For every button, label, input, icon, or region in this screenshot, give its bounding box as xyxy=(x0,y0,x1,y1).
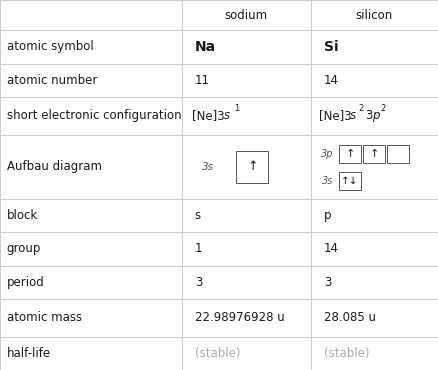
Bar xyxy=(0,232,182,266)
Text: p: p xyxy=(324,209,331,222)
Text: [Ne]3: [Ne]3 xyxy=(318,109,351,122)
Text: atomic number: atomic number xyxy=(7,74,97,87)
Bar xyxy=(0,0,182,30)
Text: sodium: sodium xyxy=(225,9,268,21)
Bar xyxy=(311,232,438,266)
Bar xyxy=(339,172,361,190)
Text: period: period xyxy=(7,276,44,289)
Text: 1: 1 xyxy=(194,242,202,255)
Text: 11: 11 xyxy=(194,74,210,87)
Bar xyxy=(387,145,410,162)
Text: 3: 3 xyxy=(194,276,202,289)
Text: 3p: 3p xyxy=(321,149,334,159)
Bar xyxy=(311,0,438,30)
Bar xyxy=(182,232,311,266)
Text: Na: Na xyxy=(194,40,216,54)
Bar xyxy=(311,30,438,64)
Text: atomic mass: atomic mass xyxy=(7,311,82,324)
Text: 22.98976928 u: 22.98976928 u xyxy=(194,311,284,324)
Bar xyxy=(311,199,438,232)
Text: 2: 2 xyxy=(380,104,385,114)
Text: Aufbau diagram: Aufbau diagram xyxy=(7,160,102,173)
Bar xyxy=(182,299,311,337)
Text: s: s xyxy=(350,109,356,122)
Text: p: p xyxy=(372,109,380,122)
Text: [Ne]3: [Ne]3 xyxy=(192,109,225,122)
Bar xyxy=(182,266,311,299)
Bar xyxy=(339,145,361,162)
Bar xyxy=(311,299,438,337)
Text: group: group xyxy=(7,242,41,255)
Bar xyxy=(311,64,438,97)
Bar xyxy=(182,97,311,135)
Bar xyxy=(311,266,438,299)
Text: ↑: ↑ xyxy=(247,160,258,173)
Text: short electronic configuration: short electronic configuration xyxy=(7,109,181,122)
Bar xyxy=(182,199,311,232)
Bar xyxy=(0,266,182,299)
Bar xyxy=(0,299,182,337)
Bar xyxy=(236,151,268,183)
Text: 3: 3 xyxy=(324,276,331,289)
Bar xyxy=(0,64,182,97)
Text: ↑: ↑ xyxy=(370,149,379,159)
Text: ↑: ↑ xyxy=(345,149,355,159)
Text: s: s xyxy=(224,109,230,122)
Bar xyxy=(0,199,182,232)
Bar xyxy=(182,30,311,64)
Text: half-life: half-life xyxy=(7,347,51,360)
Text: atomic symbol: atomic symbol xyxy=(7,40,93,53)
Bar xyxy=(182,135,311,199)
Bar xyxy=(311,337,438,370)
Text: ↑↓: ↑↓ xyxy=(341,176,359,186)
Text: 14: 14 xyxy=(324,242,339,255)
Text: 3: 3 xyxy=(365,109,372,122)
Bar xyxy=(182,337,311,370)
Text: (stable): (stable) xyxy=(324,347,369,360)
Text: s: s xyxy=(194,209,201,222)
Text: silicon: silicon xyxy=(356,9,393,21)
Text: Si: Si xyxy=(324,40,338,54)
Text: 2: 2 xyxy=(358,104,363,114)
Bar xyxy=(182,0,311,30)
Bar xyxy=(0,30,182,64)
Bar xyxy=(363,145,385,162)
Text: block: block xyxy=(7,209,38,222)
Text: 28.085 u: 28.085 u xyxy=(324,311,376,324)
Bar xyxy=(0,97,182,135)
Text: (stable): (stable) xyxy=(194,347,240,360)
Bar xyxy=(311,135,438,199)
Bar xyxy=(0,337,182,370)
Bar xyxy=(0,135,182,199)
Text: 3s: 3s xyxy=(201,162,214,172)
Bar xyxy=(182,64,311,97)
Text: 14: 14 xyxy=(324,74,339,87)
Bar xyxy=(311,97,438,135)
Text: 1: 1 xyxy=(234,104,239,114)
Text: 3s: 3s xyxy=(322,176,333,186)
